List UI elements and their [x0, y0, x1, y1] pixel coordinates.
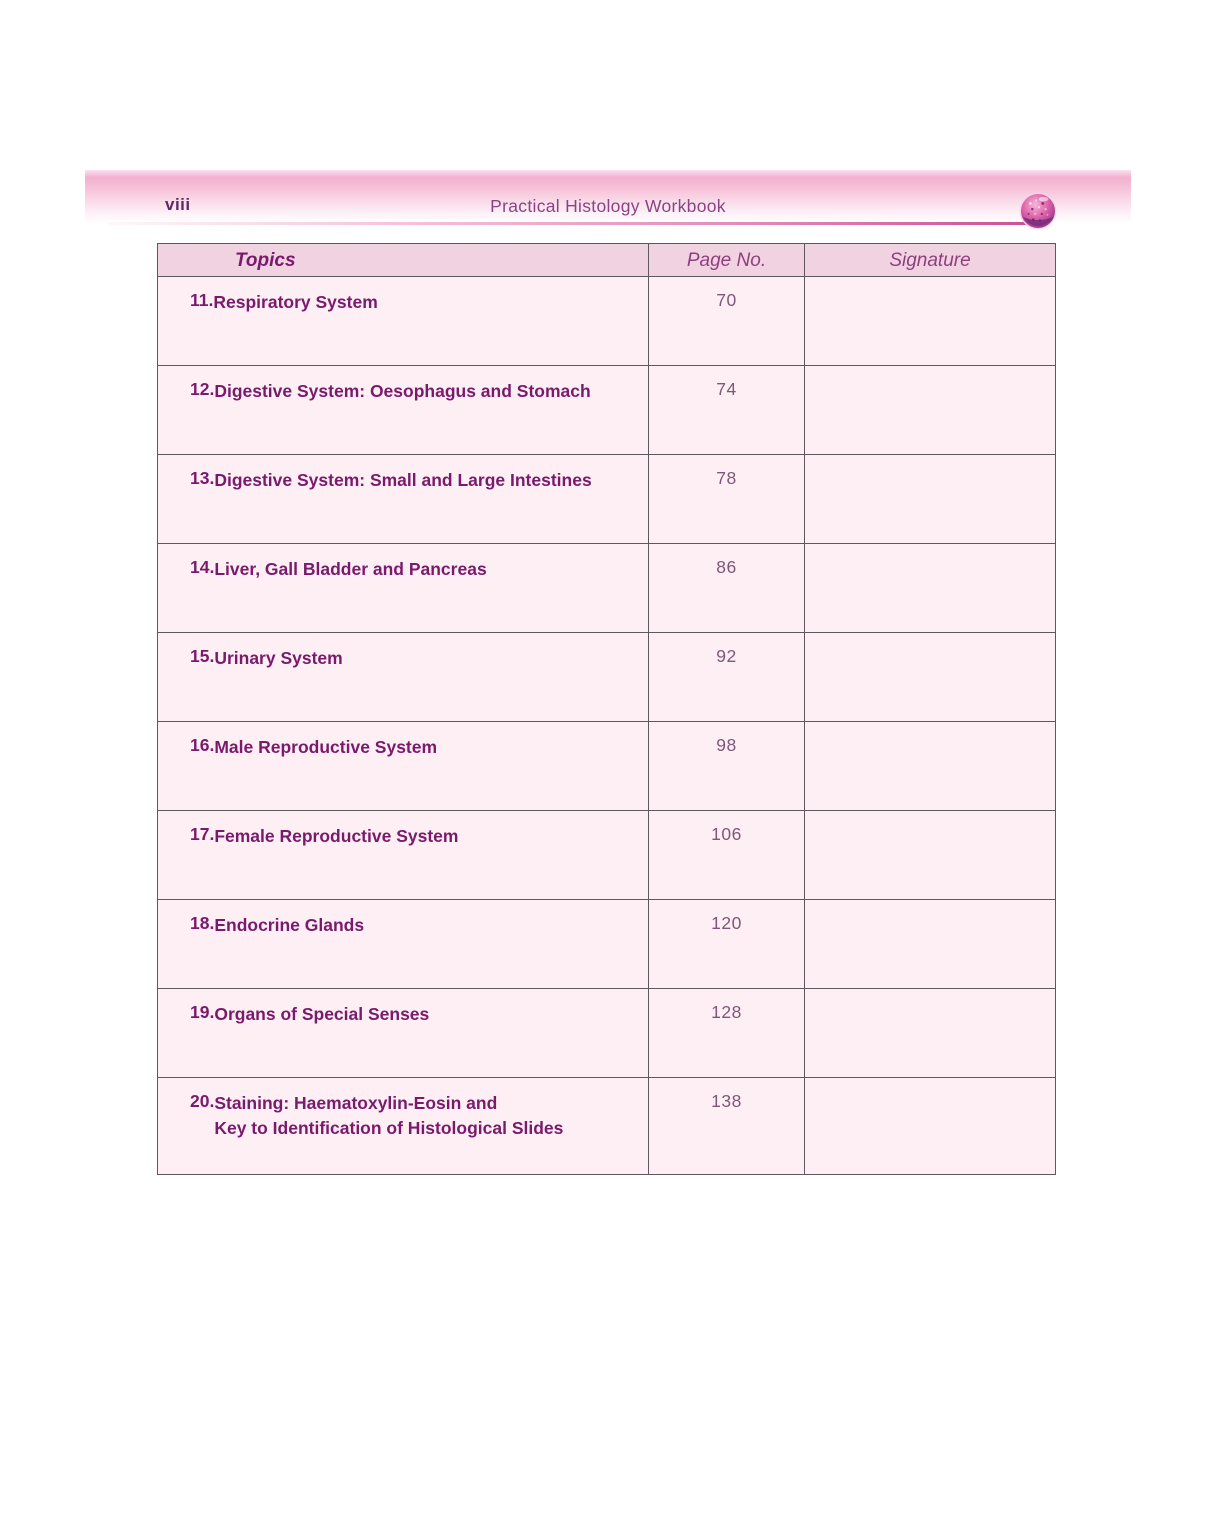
row-page-number: 106: [648, 810, 805, 900]
signature-cell: [804, 454, 1056, 544]
toc-header-row: Topics Page No. Signature: [157, 243, 1056, 277]
running-head-title: Practical Histology Workbook: [490, 196, 726, 216]
row-number: 12.: [190, 379, 215, 399]
row-number: 17.: [190, 824, 215, 844]
table-row: 20. Staining: Haematoxylin-Eosin and Key…: [157, 1077, 1056, 1175]
row-number: 14.: [190, 557, 215, 577]
row-title: Staining: Haematoxylin-Eosin and Key to …: [214, 1093, 564, 1139]
signature-cell: [804, 1077, 1056, 1175]
row-title: Organs of Special Senses: [214, 1004, 430, 1024]
histology-slide-logo-icon: [1019, 192, 1057, 230]
signature-cell: [804, 543, 1056, 633]
column-header-topics: Topics: [157, 243, 649, 277]
row-title: Female Reproductive System: [214, 826, 459, 846]
page-header-band: [85, 170, 1131, 223]
signature-cell: [804, 721, 1056, 811]
row-title: Male Reproductive System: [214, 737, 438, 757]
table-row: 14. Liver, Gall Bladder and Pancreas 86: [157, 543, 1056, 633]
column-header-signature: Signature: [804, 243, 1056, 277]
signature-cell: [804, 276, 1056, 366]
row-page-number: 70: [648, 276, 805, 366]
row-number: 16.: [190, 735, 215, 755]
row-page-number: 92: [648, 632, 805, 722]
row-title: Respiratory System: [213, 292, 378, 312]
row-page-number: 86: [648, 543, 805, 633]
row-title: Digestive System: Small and Large Intest…: [214, 470, 592, 490]
row-number: 11.: [190, 290, 214, 310]
row-title: Urinary System: [214, 648, 343, 668]
row-page-number: 138: [648, 1077, 805, 1175]
row-number: 15.: [190, 646, 215, 666]
histology-slide-logo-icon: [1019, 192, 1057, 230]
signature-cell: [804, 632, 1056, 722]
toc-table: Topics Page No. Signature 11. Respirator…: [157, 243, 1056, 1175]
signature-cell: [804, 810, 1056, 900]
signature-cell: [804, 988, 1056, 1078]
table-row: 15. Urinary System 92: [157, 632, 1056, 722]
row-number: 13.: [190, 468, 215, 488]
table-row: 17. Female Reproductive System 106: [157, 810, 1056, 900]
row-number: 20.: [190, 1091, 215, 1111]
column-header-page-no: Page No.: [648, 243, 805, 277]
table-row: 16. Male Reproductive System 98: [157, 721, 1056, 811]
row-page-number: 120: [648, 899, 805, 989]
row-title: Digestive System: Oesophagus and Stomach: [214, 381, 591, 401]
table-row: 18. Endocrine Glands 120: [157, 899, 1056, 989]
row-title: Endocrine Glands: [214, 915, 365, 935]
signature-cell: [804, 899, 1056, 989]
signature-cell: [804, 365, 1056, 455]
row-page-number: 128: [648, 988, 805, 1078]
page-folio: viii: [165, 195, 191, 214]
table-row: 12. Digestive System: Oesophagus and Sto…: [157, 365, 1056, 455]
row-page-number: 78: [648, 454, 805, 544]
row-title: Liver, Gall Bladder and Pancreas: [214, 559, 487, 579]
row-number: 18.: [190, 913, 215, 933]
row-number: 19.: [190, 1002, 215, 1022]
table-row: 19. Organs of Special Senses 128: [157, 988, 1056, 1078]
row-page-number: 74: [648, 365, 805, 455]
header-rule: [108, 222, 1040, 225]
row-page-number: 98: [648, 721, 805, 811]
table-row: 13. Digestive System: Small and Large In…: [157, 454, 1056, 544]
table-row: 11. Respiratory System 70: [157, 276, 1056, 366]
